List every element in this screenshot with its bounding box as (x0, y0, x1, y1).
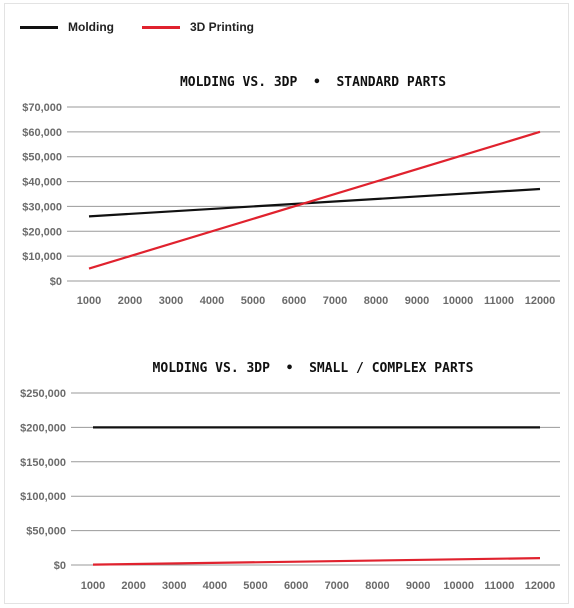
x-tick-label: 7000 (323, 295, 347, 307)
y-tick-label: $100,000 (20, 491, 66, 503)
y-tick-label: $0 (50, 276, 62, 288)
x-tick-label: 9000 (406, 580, 430, 592)
x-tick-label: 2000 (118, 295, 142, 307)
series-line-molding (88, 187, 541, 218)
y-tick-label: $30,000 (22, 201, 62, 213)
y-tick-label: $10,000 (22, 251, 62, 263)
x-tick-label: 7000 (325, 580, 349, 592)
series-line-3d-printing (92, 557, 541, 566)
y-tick-label: $0 (54, 560, 66, 572)
chart-title: MOLDING VS. 3DP • SMALL / COMPLEX PARTS (153, 361, 474, 376)
x-tick-label: 2000 (121, 580, 145, 592)
x-tick-label: 12000 (525, 295, 556, 307)
x-tick-label: 11000 (484, 295, 514, 307)
legend-item-3d-printing: 3D Printing (141, 20, 254, 34)
x-tick-label: 3000 (159, 295, 183, 307)
legend-swatch-molding (20, 25, 58, 29)
y-tick-label: $250,000 (20, 388, 66, 400)
x-tick-label: 1000 (77, 295, 101, 307)
x-tick-label: 6000 (284, 580, 308, 592)
y-tick-label: $50,000 (26, 526, 66, 538)
x-tick-label: 9000 (405, 295, 429, 307)
x-tick-label: 1000 (81, 580, 105, 592)
series-line-3d-printing (88, 130, 541, 270)
x-tick-label: 12000 (525, 580, 556, 592)
x-tick-label: 5000 (241, 295, 265, 307)
x-tick-label: 5000 (243, 580, 267, 592)
x-tick-label: 10000 (443, 580, 474, 592)
x-tick-label: 4000 (200, 295, 224, 307)
y-tick-label: $50,000 (22, 152, 62, 164)
y-tick-label: $20,000 (22, 226, 62, 238)
x-tick-label: 6000 (282, 295, 306, 307)
chart-title: MOLDING VS. 3DP • STANDARD PARTS (180, 75, 446, 90)
y-tick-label: $40,000 (22, 177, 62, 189)
chart-2: MOLDING VS. 3DP • SMALL / COMPLEX PARTS $… (20, 361, 560, 592)
x-tick-label: 11000 (484, 580, 514, 592)
y-tick-label: $200,000 (20, 422, 66, 434)
x-tick-label: 10000 (443, 295, 474, 307)
chart-1: MOLDING VS. 3DP • STANDARD PARTS $0 $10,00… (22, 75, 560, 307)
legend-item-molding: Molding (20, 20, 114, 34)
y-tick-label: $70,000 (22, 102, 62, 114)
y-tick-label: $150,000 (20, 457, 66, 469)
legend-swatch-3d-printing (141, 25, 180, 29)
legend-label-molding: Molding (68, 20, 114, 34)
chart-frame (4, 3, 569, 604)
legend: Molding 3D Printing (20, 18, 282, 36)
x-tick-label: 4000 (203, 580, 227, 592)
legend-label-3d-printing: 3D Printing (189, 20, 254, 34)
x-tick-label: 8000 (364, 295, 388, 307)
x-tick-label: 8000 (365, 580, 389, 592)
x-tick-label: 3000 (162, 580, 186, 592)
y-tick-label: $60,000 (22, 127, 62, 139)
